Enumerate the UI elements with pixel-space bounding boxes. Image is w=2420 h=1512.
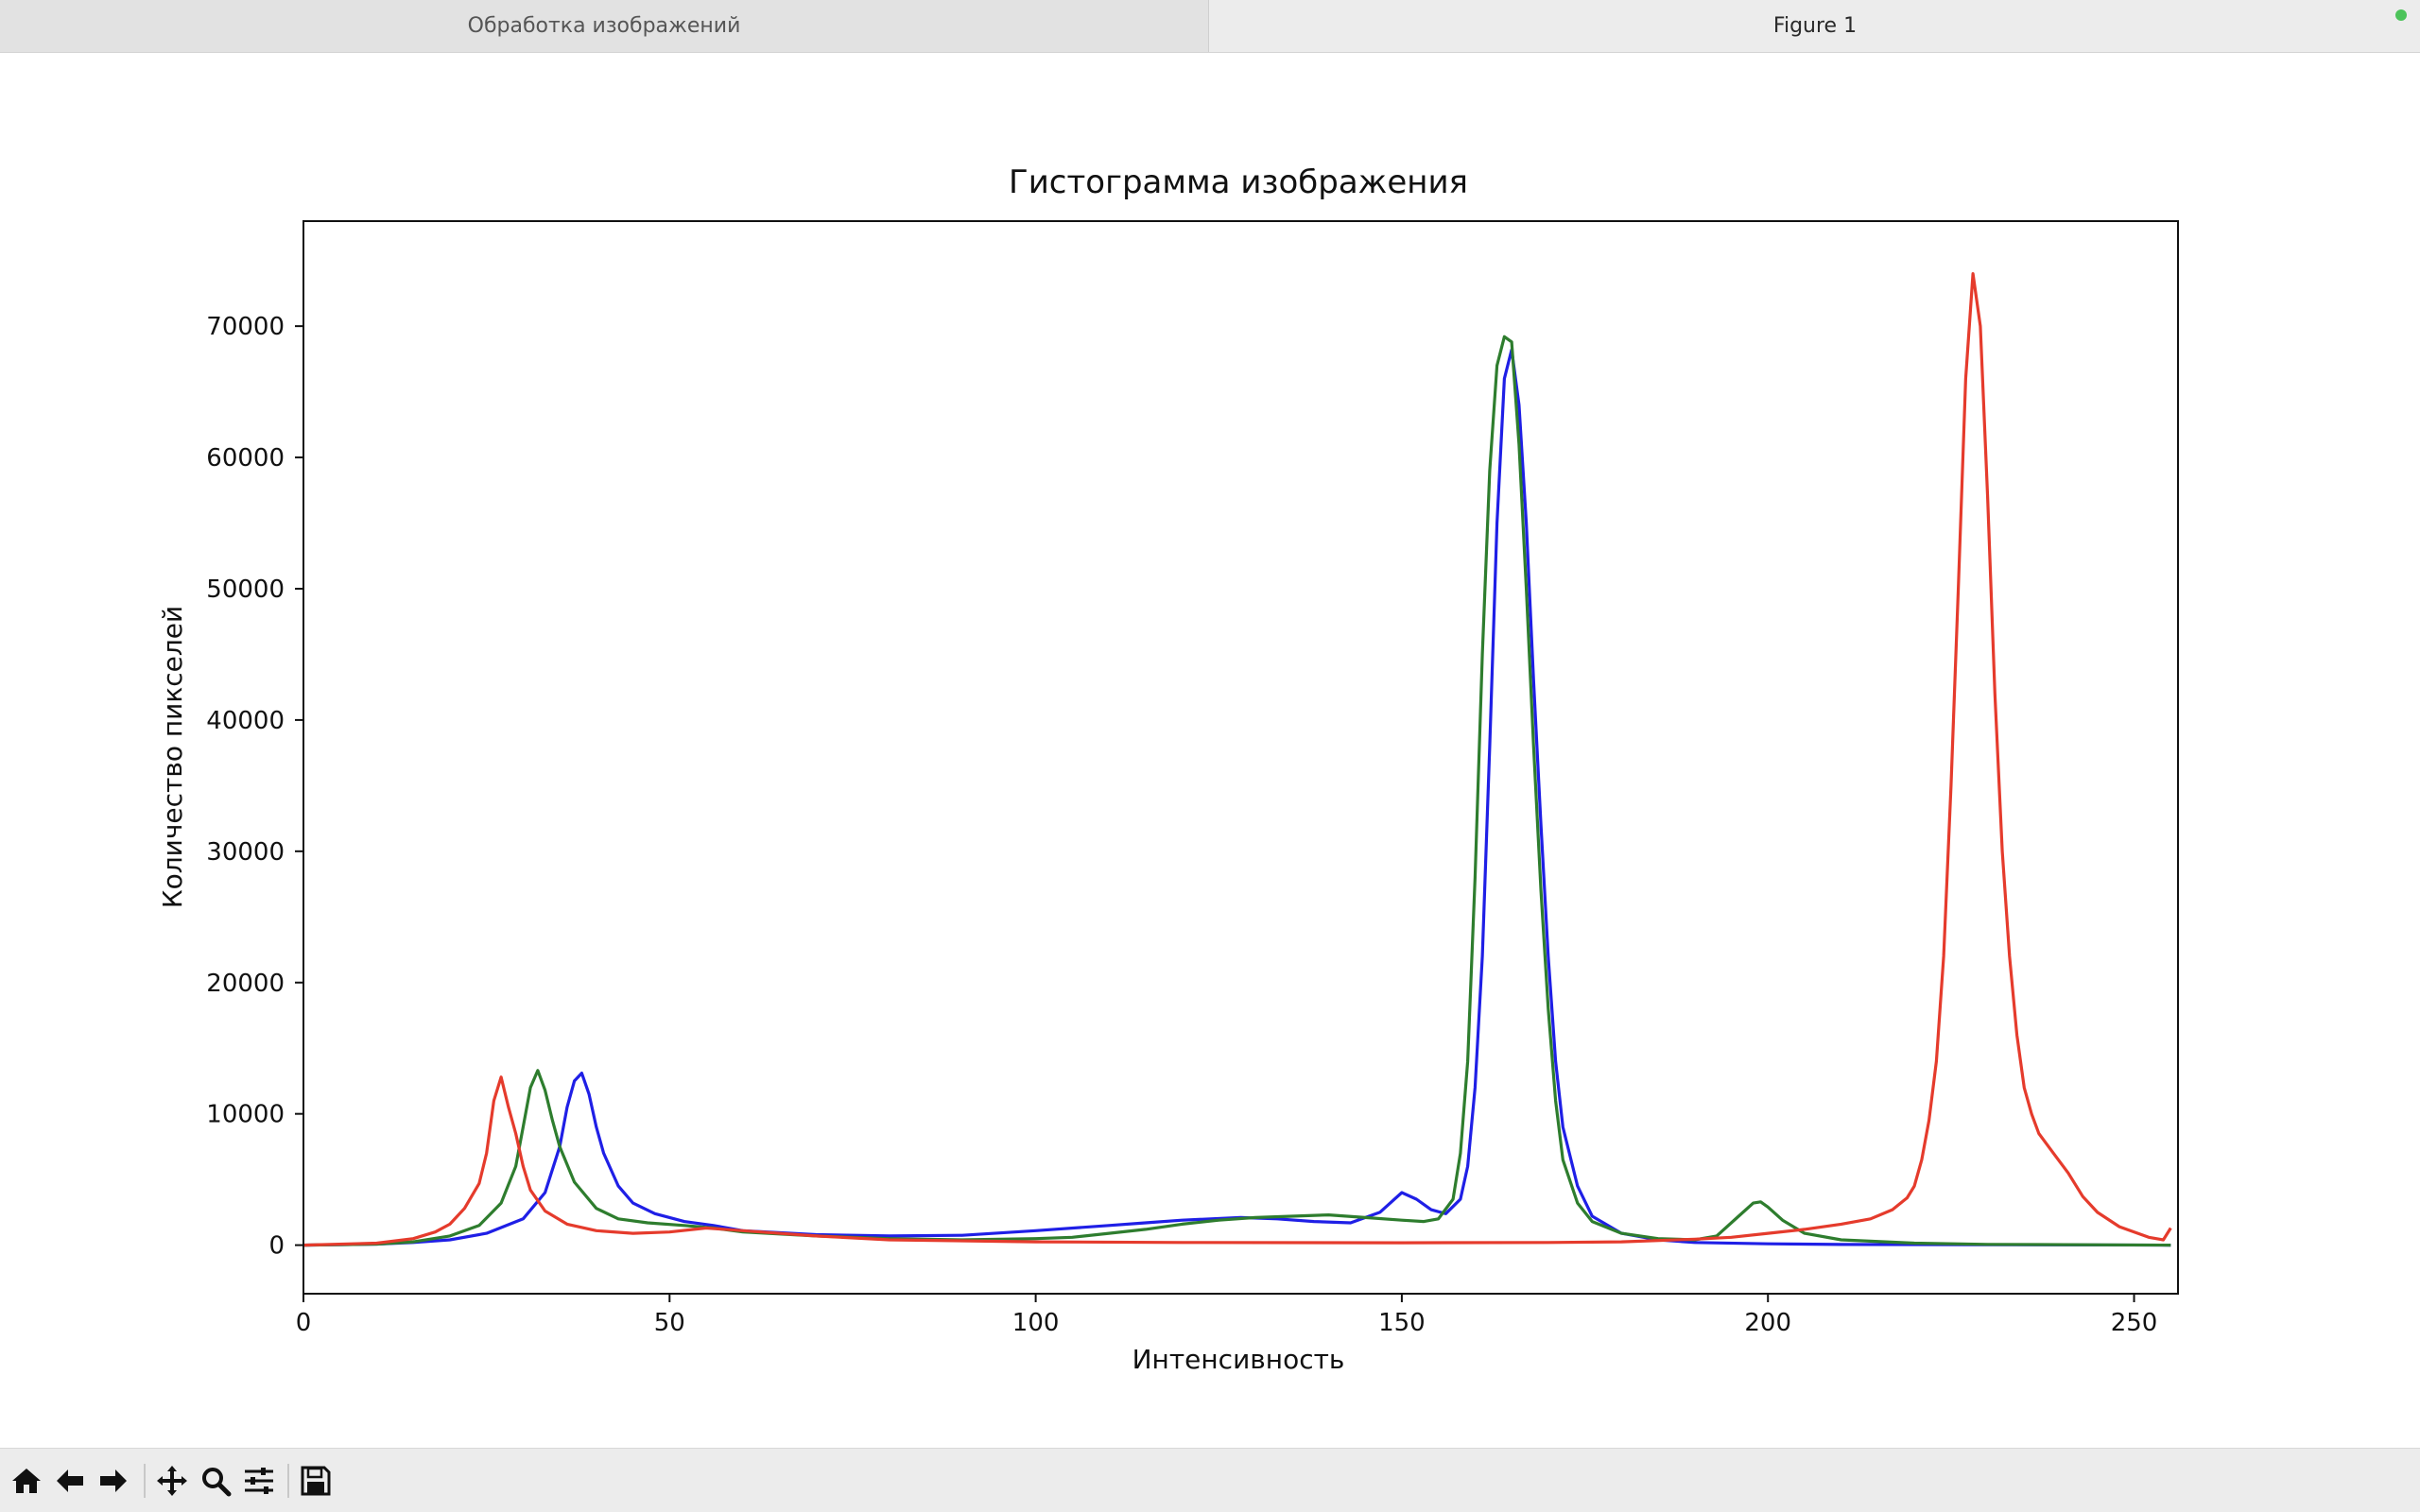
- chart-title: Гистограмма изображения: [1009, 163, 1468, 201]
- forward-arrow-icon: [100, 1469, 127, 1492]
- tab-image-processing[interactable]: Обработка изображений: [0, 0, 1209, 52]
- pan-button[interactable]: [153, 1462, 191, 1500]
- series-line-0: [302, 348, 2171, 1247]
- save-button[interactable]: [297, 1462, 335, 1500]
- figure-canvas[interactable]: Гистограмма изображения Интенсивность Ко…: [0, 53, 2420, 1448]
- series-line-2: [302, 272, 2172, 1247]
- plot-frame: [302, 220, 2179, 1295]
- y-tick-label: 30000: [206, 838, 285, 867]
- back-button[interactable]: [51, 1462, 89, 1500]
- y-tick-label: 70000: [206, 313, 285, 341]
- tab-label: Обработка изображений: [467, 14, 741, 38]
- home-button[interactable]: [8, 1462, 45, 1500]
- histogram-chart: Гистограмма изображения Интенсивность Ко…: [157, 163, 2179, 1375]
- matplotlib-toolbar: [0, 1448, 2420, 1512]
- x-tick-label: 100: [1012, 1309, 1060, 1337]
- x-tick-label: 150: [1378, 1309, 1426, 1337]
- back-arrow-icon: [57, 1469, 83, 1492]
- x-tick-label: 0: [296, 1309, 312, 1337]
- zoom-icon: [202, 1468, 232, 1497]
- y-tick-label: 0: [268, 1232, 285, 1261]
- y-tick-label: 50000: [206, 576, 285, 604]
- save-icon: [301, 1466, 331, 1496]
- series-line-1: [302, 335, 2171, 1247]
- y-tick-label: 20000: [206, 970, 285, 998]
- tab-bar: Обработка изображений Figure 1: [0, 0, 2420, 53]
- x-axis-label: Интенсивность: [1132, 1344, 1345, 1375]
- pan-icon: [157, 1466, 187, 1496]
- subplots-icon: [245, 1468, 273, 1494]
- x-tick-label: 50: [654, 1309, 685, 1337]
- toolbar-separator: [287, 1464, 289, 1498]
- y-axis-label: Количество пикселей: [157, 606, 188, 908]
- toolbar-separator: [144, 1464, 146, 1498]
- y-tick-label: 40000: [206, 707, 285, 735]
- tab-label: Figure 1: [1772, 14, 1858, 38]
- x-tick-label: 200: [1744, 1309, 1791, 1337]
- status-indicator: [2395, 9, 2407, 21]
- subplots-button[interactable]: [240, 1462, 278, 1500]
- zoom-button[interactable]: [197, 1462, 234, 1500]
- x-tick-label: 250: [2111, 1309, 2158, 1337]
- y-tick-label: 60000: [206, 444, 285, 472]
- home-icon: [12, 1469, 41, 1493]
- y-tick-label: 10000: [206, 1101, 285, 1129]
- forward-button[interactable]: [95, 1462, 132, 1500]
- tab-figure-1[interactable]: Figure 1: [1210, 0, 2420, 52]
